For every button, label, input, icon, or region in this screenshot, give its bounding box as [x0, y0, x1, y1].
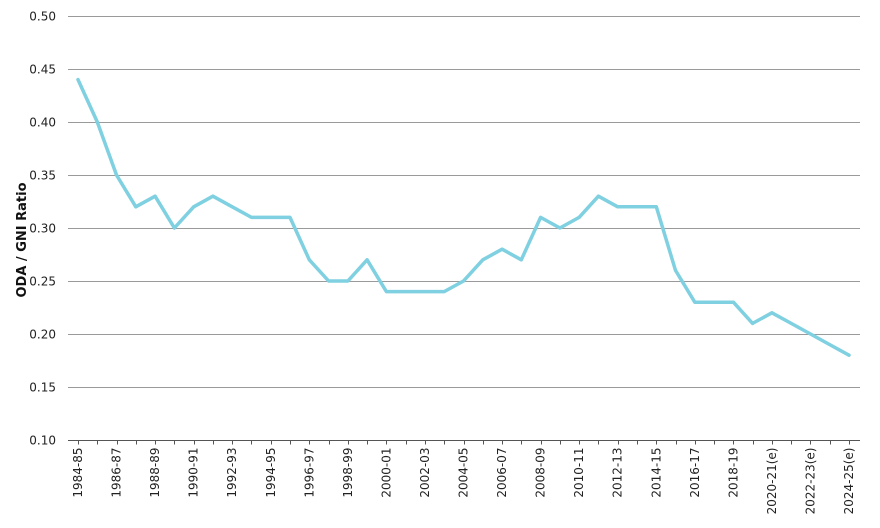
- y-tick-label: 0.45: [29, 63, 56, 77]
- data-point: [365, 258, 369, 262]
- x-tick-label: 1992-93: [225, 448, 239, 498]
- y-tick-label: 0.35: [29, 169, 56, 183]
- series-line-0: [76, 77, 851, 357]
- x-tick-label: 2016-17: [688, 448, 702, 498]
- data-point: [770, 311, 774, 315]
- data-point: [76, 78, 80, 82]
- data-point: [346, 279, 350, 283]
- x-tick-label: 1996-97: [302, 448, 316, 498]
- data-point: [500, 247, 504, 251]
- data-point: [211, 194, 215, 198]
- gridlines: [68, 16, 860, 388]
- x-tick-label: 2024-25(e): [842, 448, 856, 515]
- data-point: [172, 226, 176, 230]
- y-tick-label: 0.15: [29, 381, 56, 395]
- y-tick-label: 0.40: [29, 116, 56, 130]
- data-point: [712, 300, 716, 304]
- data-point: [654, 205, 658, 209]
- data-point: [751, 321, 755, 325]
- data-point: [153, 194, 157, 198]
- data-point: [423, 290, 427, 294]
- data-point: [307, 258, 311, 262]
- y-axis-tick-labels: 0.10 0.15 0.20 0.25 0.30 0.35 0.40 0.45 0.50: [29, 10, 56, 448]
- data-point: [635, 205, 639, 209]
- data-point: [828, 343, 832, 347]
- x-tick-label: 1990-91: [187, 448, 201, 498]
- data-point: [577, 215, 581, 219]
- x-tick-label: 2014-15: [649, 448, 663, 498]
- data-point: [115, 173, 118, 177]
- data-point: [539, 215, 543, 219]
- data-point: [789, 321, 793, 325]
- x-tick-label: 2020-21(e): [765, 448, 779, 515]
- x-tick-label: 1984-85: [71, 448, 85, 498]
- y-tick-label: 0.30: [29, 222, 56, 236]
- x-tick-label: 1998-99: [341, 448, 355, 498]
- data-point: [327, 279, 331, 283]
- y-tick-label: 0.20: [29, 328, 56, 342]
- data-point: [809, 332, 812, 336]
- data-point: [616, 205, 620, 209]
- data-point: [250, 215, 253, 219]
- x-tick-label: 2008-09: [534, 448, 548, 498]
- data-point: [442, 290, 446, 294]
- data-point: [481, 258, 485, 262]
- data-point: [847, 353, 851, 357]
- x-tick-label: 2004-05: [457, 448, 471, 498]
- data-point: [95, 120, 99, 124]
- x-tick-label: 1994-95: [264, 448, 278, 498]
- data-point: [674, 268, 677, 272]
- y-axis-title: ODA / GNI Ratio: [15, 182, 30, 297]
- data-point: [230, 205, 234, 209]
- x-tick-label: 2000-01: [379, 448, 393, 498]
- data-point: [384, 290, 388, 294]
- x-tick-label: 1988-89: [148, 448, 162, 498]
- x-tick-label: 2006-07: [495, 448, 509, 498]
- series-layer: [76, 77, 851, 357]
- x-tick-label: 2012-13: [611, 448, 625, 498]
- y-tick-label: 0.25: [29, 275, 56, 289]
- x-axis: 1984-85 1986-87 1988-89 1990-91 1992-93 1994-…: [68, 440, 860, 515]
- x-tick-label: 2010-11: [572, 448, 586, 498]
- y-tick-label: 0.10: [29, 434, 56, 448]
- x-tick-label: 1986-87: [110, 448, 124, 498]
- data-point: [519, 258, 523, 262]
- data-point: [134, 205, 138, 209]
- data-point: [731, 300, 735, 304]
- x-tick-label: 2002-03: [418, 448, 432, 498]
- y-tick-label: 0.50: [29, 10, 56, 24]
- x-tick-label: 2018-19: [726, 448, 740, 498]
- data-point: [404, 290, 408, 294]
- data-point: [558, 226, 562, 230]
- data-point: [596, 194, 600, 198]
- data-point: [269, 215, 273, 219]
- data-point: [693, 300, 697, 304]
- data-point: [192, 205, 196, 209]
- data-point: [462, 279, 465, 283]
- x-tick-label: 2022-23(e): [803, 448, 817, 515]
- data-point: [288, 215, 292, 219]
